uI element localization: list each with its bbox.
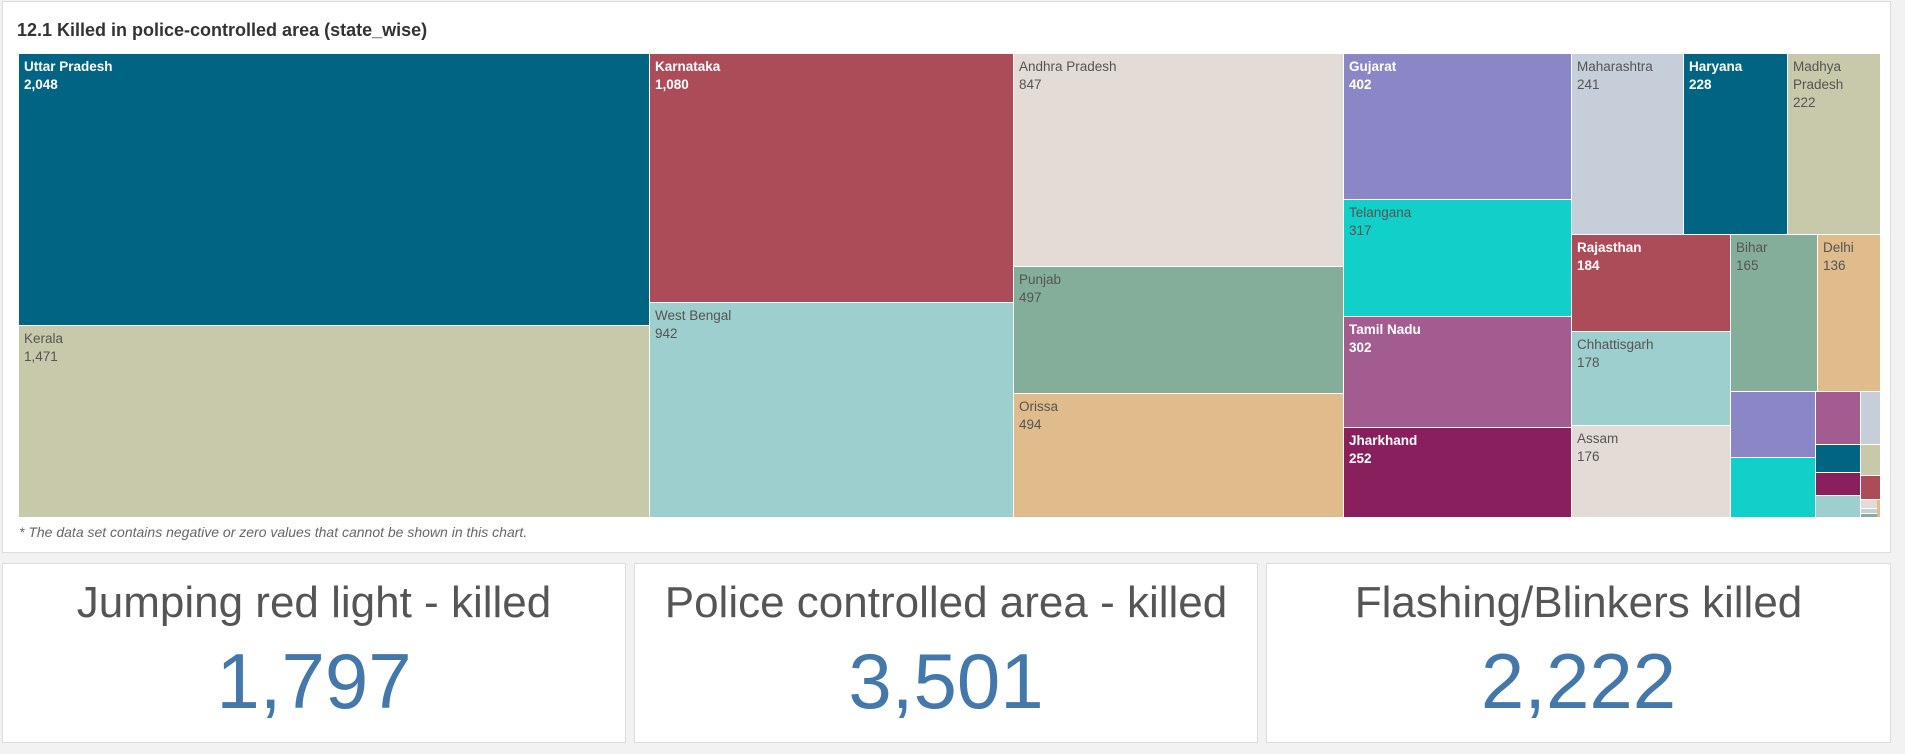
treemap-tile[interactable]: Orissa 494 <box>1014 394 1344 518</box>
treemap-tile[interactable]: Tamil Nadu 302 <box>1344 317 1572 428</box>
treemap-tile[interactable]: Maharashtra 241 <box>1572 54 1684 235</box>
treemap-tile[interactable]: Rajasthan 184 <box>1572 235 1731 332</box>
treemap-tile-value: 178 <box>1577 355 1600 370</box>
treemap-tile-value: 252 <box>1349 451 1372 466</box>
treemap-tile-value: 847 <box>1019 77 1042 92</box>
kpi-value: 1,797 <box>216 637 412 725</box>
chart-title: 12.1 Killed in police-controlled area (s… <box>17 20 428 40</box>
treemap-tile-label: Chhattisgarh <box>1577 337 1654 352</box>
treemap-tile[interactable]: Gujarat 402 <box>1344 54 1572 200</box>
treemap-tile-value: 317 <box>1349 223 1372 238</box>
treemap-tile[interactable]: West Bengal 942 <box>650 303 1014 518</box>
treemap-tile-value: 497 <box>1019 290 1042 305</box>
treemap-tile[interactable]: Delhi 136 <box>1818 235 1881 392</box>
kpi-label: Police controlled area - killed <box>664 578 1228 627</box>
treemap-tile-small[interactable] <box>1816 392 1861 445</box>
treemap-tile[interactable]: Karnataka 1,080 <box>650 54 1014 303</box>
treemap: Uttar Pradesh 2,048 Kerala 1,471 Karnataka 1,… <box>19 54 1881 518</box>
treemap-tile[interactable]: Kerala 1,471 <box>19 326 650 518</box>
treemap-tile-value: 494 <box>1019 417 1042 432</box>
treemap-tile-value: 228 <box>1689 77 1712 92</box>
treemap-tile-value: 1,080 <box>655 77 689 92</box>
treemap-tile-small[interactable] <box>1731 392 1816 458</box>
treemap-tile[interactable]: Assam 176 <box>1572 426 1731 518</box>
kpi-flashing-blinkers: Flashing/Blinkers killed 2,222 <box>1266 563 1891 743</box>
kpi-label: Flashing/Blinkers killed <box>1354 578 1803 627</box>
treemap-tile-value: 184 <box>1577 258 1600 273</box>
treemap-tile-small[interactable] <box>1816 496 1861 518</box>
treemap-tile-small[interactable] <box>1877 500 1881 518</box>
treemap-tile-label: Rajasthan <box>1577 240 1642 255</box>
treemap-chart-panel: 12.1 Killed in police-controlled area (s… <box>2 1 1891 553</box>
treemap-tile-label: Andhra Pradesh <box>1019 59 1117 74</box>
treemap-tile-value: 222 <box>1793 95 1816 110</box>
treemap-tile[interactable]: Madhya Pradesh 222 <box>1788 54 1881 235</box>
treemap-tile-small[interactable] <box>1861 476 1881 500</box>
treemap-tile-label: Karnataka <box>655 59 721 74</box>
treemap-tile-label: Uttar Pradesh <box>24 59 113 74</box>
treemap-tile-small[interactable] <box>1861 392 1881 445</box>
treemap-tile-label: Gujarat <box>1349 59 1397 74</box>
treemap-tile-value: 402 <box>1349 77 1372 92</box>
treemap-tile[interactable]: Uttar Pradesh 2,048 <box>19 54 650 326</box>
treemap-tile-value: 942 <box>655 326 678 341</box>
treemap-tile-value: 136 <box>1823 258 1846 273</box>
kpi-label: Jumping red light - killed <box>76 578 552 627</box>
treemap-tile-label: Punjab <box>1019 272 1062 287</box>
treemap-tile[interactable]: Haryana 228 <box>1684 54 1788 235</box>
treemap-tile-label: Bihar <box>1736 240 1768 255</box>
treemap-tile-small[interactable] <box>1861 445 1881 476</box>
treemap-tile[interactable]: Jharkhand 252 <box>1344 428 1572 518</box>
treemap-tile-label: Kerala <box>24 331 64 346</box>
treemap-tile-label: West Bengal <box>655 308 732 323</box>
treemap-tile-value: 2,048 <box>24 77 58 92</box>
treemap-tile-small[interactable] <box>1816 473 1861 496</box>
kpi-value: 3,501 <box>848 637 1044 725</box>
treemap-tile-value: 165 <box>1736 258 1759 273</box>
treemap-tile[interactable]: Telangana 317 <box>1344 200 1572 317</box>
kpi-value: 2,222 <box>1480 637 1677 725</box>
treemap-tile-value: 1,471 <box>24 349 58 364</box>
treemap-tile-label: Telangana <box>1349 205 1412 220</box>
treemap-tile-label: Haryana <box>1689 59 1743 74</box>
treemap-tile[interactable]: Chhattisgarh 178 <box>1572 332 1731 426</box>
treemap-tile-label: Delhi <box>1823 240 1854 255</box>
treemap-tile-value: 176 <box>1577 449 1600 464</box>
treemap-tile-label: Assam <box>1577 431 1619 446</box>
treemap-tile-label: Orissa <box>1019 399 1059 414</box>
treemap-tile-small[interactable] <box>1731 458 1816 518</box>
chart-footnote: * The data set contains negative or zero… <box>19 524 528 540</box>
treemap-tile-label: Madhya Pradesh <box>1793 59 1844 92</box>
treemap-tile[interactable]: Andhra Pradesh 847 <box>1014 54 1344 267</box>
treemap-tile-small[interactable] <box>1816 445 1861 473</box>
treemap-tile-label: Jharkhand <box>1349 433 1418 448</box>
treemap-tile-label: Tamil Nadu <box>1349 322 1421 337</box>
treemap-tile[interactable]: Punjab 497 <box>1014 267 1344 394</box>
treemap-tile-value: 302 <box>1349 340 1372 355</box>
treemap-tile[interactable]: Bihar 165 <box>1731 235 1818 392</box>
treemap-tile-label: Maharashtra <box>1577 59 1653 74</box>
kpi-police-controlled-area: Police controlled area - killed 3,501 <box>634 563 1258 743</box>
kpi-jumping-red-light: Jumping red light - killed 1,797 <box>2 563 626 743</box>
treemap-tile-value: 241 <box>1577 77 1600 92</box>
